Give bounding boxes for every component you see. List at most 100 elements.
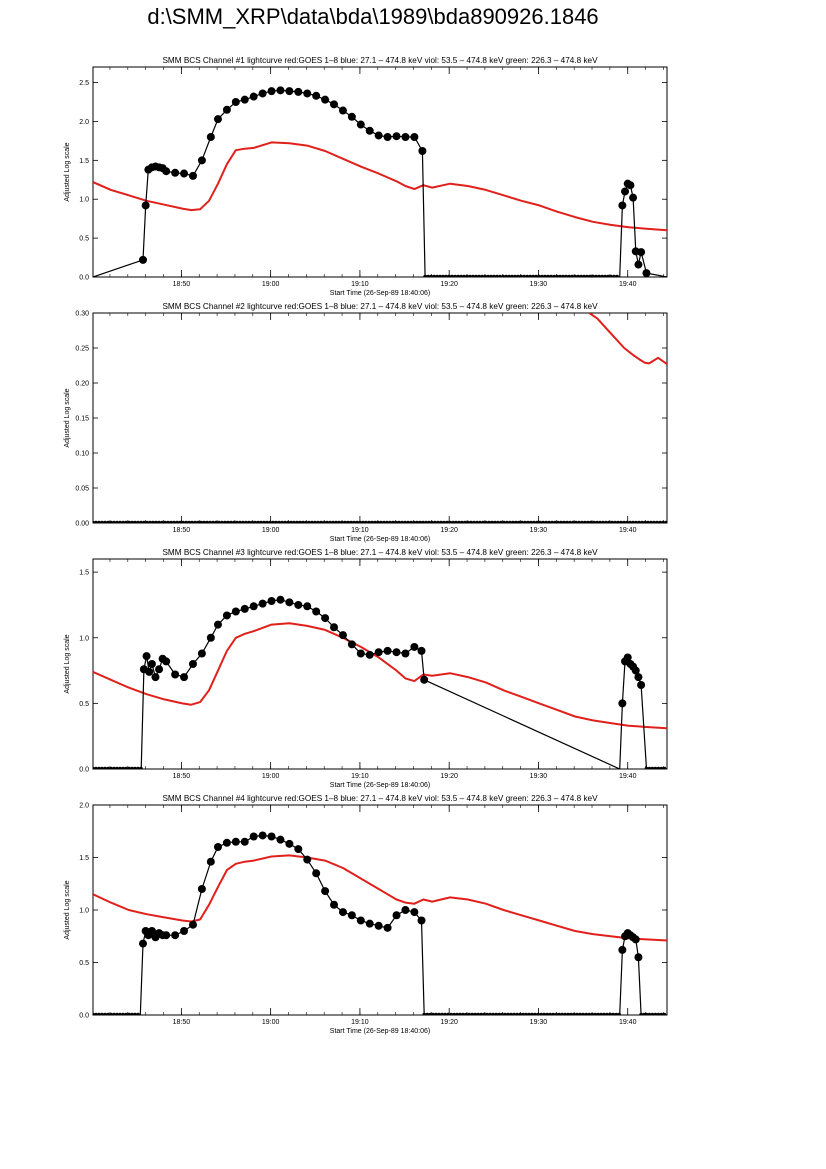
baseline-point bbox=[142, 520, 146, 523]
x-tick-label: 19:00 bbox=[262, 773, 280, 780]
baseline-point bbox=[436, 520, 440, 523]
x-tick-label: 19:00 bbox=[262, 1019, 280, 1026]
baseline-point bbox=[121, 520, 125, 523]
baseline-point bbox=[283, 520, 287, 523]
baseline-point bbox=[577, 520, 581, 523]
plot-frame bbox=[92, 66, 668, 278]
baseline-point bbox=[486, 274, 490, 277]
x-tick-label: 19:10 bbox=[351, 527, 369, 534]
data-point bbox=[321, 614, 330, 623]
y-tick-label: 0.0 bbox=[79, 1013, 89, 1020]
baseline-point bbox=[613, 520, 617, 523]
baseline-point bbox=[418, 520, 422, 523]
baseline-point bbox=[388, 520, 392, 523]
series-line-goes bbox=[93, 622, 667, 730]
baseline-point bbox=[471, 274, 475, 277]
data-point bbox=[631, 666, 640, 675]
baseline-point bbox=[280, 520, 284, 523]
data-point bbox=[267, 87, 276, 96]
data-point bbox=[249, 92, 258, 101]
data-point bbox=[267, 832, 276, 841]
baseline-point bbox=[548, 1012, 552, 1015]
baseline-point bbox=[549, 274, 553, 277]
baseline-point bbox=[470, 1012, 474, 1015]
baseline-point bbox=[467, 1012, 471, 1015]
baseline-point bbox=[607, 520, 611, 523]
data-point bbox=[222, 838, 231, 847]
baseline-point bbox=[605, 1012, 609, 1015]
baseline-point bbox=[487, 520, 491, 523]
baseline-point bbox=[244, 520, 248, 523]
baseline-point bbox=[178, 520, 182, 523]
baseline-point bbox=[662, 766, 667, 769]
baseline-point bbox=[584, 1012, 588, 1015]
data-point bbox=[142, 652, 151, 661]
baseline-point bbox=[517, 520, 521, 523]
baseline-point bbox=[515, 1012, 519, 1015]
data-point bbox=[347, 112, 356, 121]
x-tick-label: 19:00 bbox=[262, 281, 280, 288]
baseline-point bbox=[301, 520, 305, 523]
baseline-point bbox=[355, 520, 359, 523]
baseline-point bbox=[608, 1012, 612, 1015]
baseline-point bbox=[361, 520, 365, 523]
baseline-point bbox=[412, 520, 416, 523]
baseline-point bbox=[256, 520, 260, 523]
baseline-point bbox=[325, 520, 329, 523]
baseline-point bbox=[592, 520, 596, 523]
page-title: d:\SMM_XRP\data\bda\1989\bda890926.1846 bbox=[147, 4, 599, 29]
y-tick-label: 0.0 bbox=[79, 767, 89, 774]
x-tick-label: 18:50 bbox=[173, 281, 191, 288]
data-point bbox=[303, 855, 312, 864]
data-point bbox=[631, 935, 640, 944]
baseline-point bbox=[597, 274, 601, 277]
data-point bbox=[222, 105, 231, 114]
baseline-point bbox=[569, 1012, 573, 1015]
data-point bbox=[258, 89, 267, 98]
baseline-point bbox=[586, 520, 590, 523]
baseline-point bbox=[447, 274, 451, 277]
baseline-point bbox=[531, 274, 535, 277]
baseline-point bbox=[382, 520, 386, 523]
baseline-point bbox=[364, 520, 368, 523]
baseline-point bbox=[379, 520, 383, 523]
data-point bbox=[162, 931, 171, 940]
baseline-point bbox=[557, 1012, 561, 1015]
baseline-point bbox=[373, 520, 377, 523]
baseline-point bbox=[640, 520, 644, 523]
baseline-point bbox=[415, 520, 419, 523]
data-point bbox=[213, 843, 222, 851]
data-point bbox=[410, 642, 419, 651]
baseline-point bbox=[286, 520, 290, 523]
series-line-bcs bbox=[93, 599, 667, 769]
baseline-point bbox=[614, 1012, 618, 1015]
baseline-point bbox=[495, 274, 499, 277]
y-tick-label: 0.20 bbox=[75, 381, 89, 388]
data-point bbox=[171, 168, 180, 177]
y-axis-label: Adjusted Log scale bbox=[64, 880, 71, 939]
baseline-point bbox=[601, 520, 605, 523]
baseline-point bbox=[238, 520, 242, 523]
baseline-point bbox=[435, 274, 439, 277]
baseline-point bbox=[579, 274, 583, 277]
baseline-point bbox=[572, 1012, 576, 1015]
x-tick-label: 19:40 bbox=[619, 527, 637, 534]
x-tick-label: 19:40 bbox=[619, 773, 637, 780]
baseline-point bbox=[259, 520, 263, 523]
baseline-point bbox=[588, 274, 592, 277]
series-line-goes bbox=[93, 141, 667, 232]
baseline-point bbox=[316, 520, 320, 523]
baseline-point bbox=[449, 1012, 453, 1015]
baseline-point bbox=[583, 520, 587, 523]
baseline-point bbox=[115, 520, 119, 523]
data-point bbox=[618, 945, 627, 954]
baseline-point bbox=[506, 1012, 510, 1015]
baseline-point bbox=[661, 520, 665, 523]
baseline-point bbox=[439, 520, 443, 523]
baseline-point bbox=[295, 520, 299, 523]
baseline-point bbox=[94, 520, 98, 523]
baseline-point bbox=[520, 520, 524, 523]
data-point bbox=[188, 660, 197, 668]
baseline-point bbox=[450, 274, 454, 277]
y-tick-label: 0.5 bbox=[79, 960, 89, 967]
